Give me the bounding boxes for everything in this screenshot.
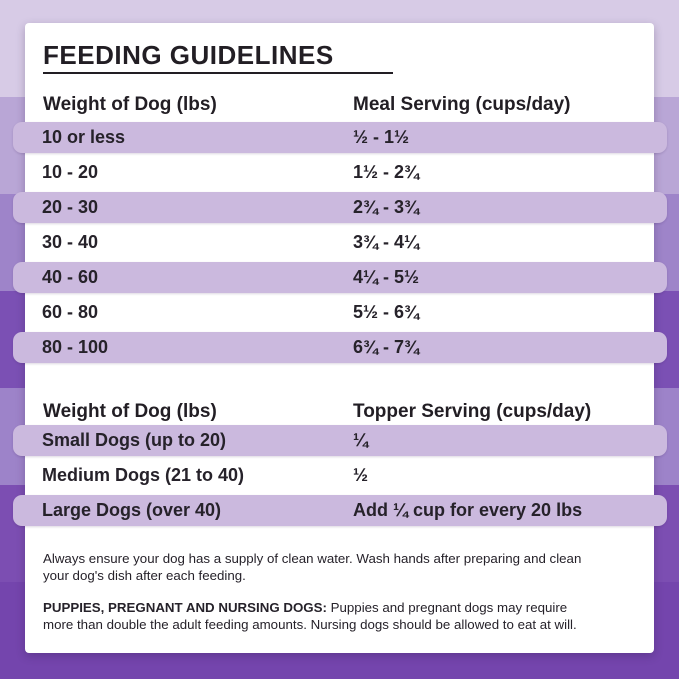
title-underline	[43, 72, 393, 74]
topper-table-body: Small Dogs (up to 20) ¼ Medium Dogs (21 …	[13, 425, 667, 526]
table-row: 40 - 60 4¼ - 5½	[13, 262, 667, 293]
serving-cell: 4¼ - 5½	[353, 267, 420, 287]
table-row: Medium Dogs (21 to 40) ½	[13, 460, 667, 491]
weight-cell: 10 or less	[42, 127, 126, 147]
weight-cell: 20 - 30	[42, 197, 99, 217]
weight-cell: Large Dogs (over 40)	[42, 500, 222, 520]
weight-cell: Medium Dogs (21 to 40)	[42, 465, 245, 485]
serving-cell: 3¾ - 4¼	[353, 232, 420, 252]
table-row: Large Dogs (over 40) Add ¼ cup for every…	[13, 495, 667, 526]
table-row: 10 or less ½ - 1½	[13, 122, 667, 153]
table-row: Small Dogs (up to 20) ¼	[13, 425, 667, 456]
page-title: FEEDING GUIDELINES	[43, 40, 334, 70]
footnotes: Always ensure your dog has a supply of c…	[43, 550, 636, 633]
meal-table-body: 10 or less ½ - 1½ 10 - 20 1½ - 2¾ 20 - 3…	[13, 122, 667, 363]
weight-cell: 60 - 80	[42, 302, 99, 322]
serving-cell: 6¾ - 7¾	[353, 337, 420, 357]
weight-cell: Small Dogs (up to 20)	[42, 430, 227, 450]
serving-cell: 5½ - 6¾	[353, 302, 420, 322]
serving-cell: Add ¼ cup for every 20 lbs	[353, 500, 583, 520]
water-note: Always ensure your dog has a supply of c…	[43, 550, 636, 584]
puppies-note: PUPPIES, PREGNANT AND NURSING DOGS: Pupp…	[43, 599, 636, 633]
note-line: your dog's dish after each feeding.	[43, 568, 246, 583]
meal-table-header: Weight of Dog (lbs) Meal Serving (cups/d…	[25, 94, 654, 115]
feeding-guidelines-card: FEEDING GUIDELINES Weight of Dog (lbs) M…	[13, 23, 667, 653]
serving-cell: 2¾ - 3¾	[353, 197, 420, 217]
serving-cell: ¼	[353, 430, 369, 450]
weight-column-header: Weight of Dog (lbs)	[43, 94, 217, 115]
table-row: 10 - 20 1½ - 2¾	[13, 157, 667, 188]
note-line: more than double the adult feeding amoun…	[43, 617, 577, 632]
weight-cell: 30 - 40	[42, 232, 99, 252]
table-row: 80 - 100 6¾ - 7¾	[13, 332, 667, 363]
puppies-note-label: PUPPIES, PREGNANT AND NURSING DOGS:	[43, 600, 327, 615]
serving-cell: ½ - 1½	[353, 127, 410, 147]
topper-serving-column-header: Topper Serving (cups/day)	[353, 401, 592, 422]
table-row: 30 - 40 3¾ - 4¼	[13, 227, 667, 258]
weight-cell: 80 - 100	[42, 337, 109, 357]
meal-serving-column-header: Meal Serving (cups/day)	[353, 94, 571, 115]
table-row: 60 - 80 5½ - 6¾	[13, 297, 667, 328]
table-row: 20 - 30 2¾ - 3¾	[13, 192, 667, 223]
serving-cell: 1½ - 2¾	[353, 162, 420, 182]
serving-cell: ½	[353, 465, 369, 485]
puppies-note-text: Puppies and pregnant dogs may require	[326, 600, 568, 615]
weight-column-header: Weight of Dog (lbs)	[43, 401, 217, 422]
weight-cell: 10 - 20	[42, 162, 99, 182]
weight-cell: 40 - 60	[42, 267, 99, 287]
note-line: PUPPIES, PREGNANT AND NURSING DOGS: Pupp…	[43, 599, 636, 616]
topper-table-header: Weight of Dog (lbs) Topper Serving (cups…	[25, 401, 654, 422]
note-line: Always ensure your dog has a supply of c…	[43, 551, 582, 566]
